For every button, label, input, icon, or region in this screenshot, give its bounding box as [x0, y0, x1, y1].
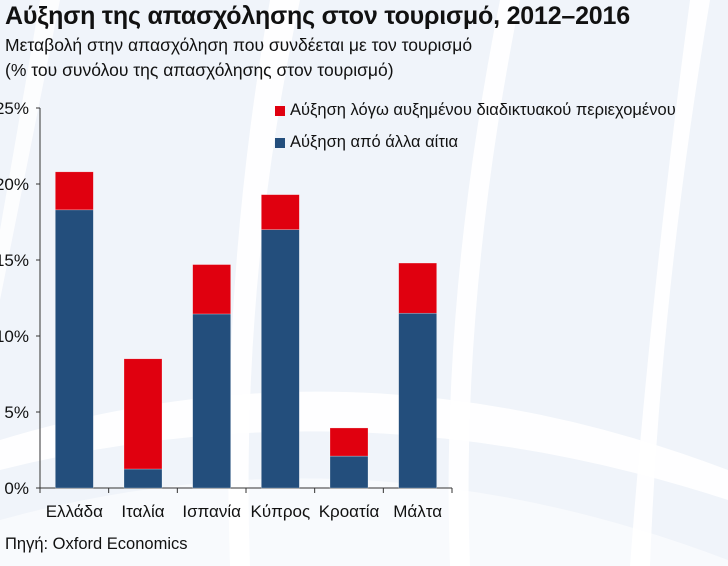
- y-tick-label: 15%: [0, 251, 29, 270]
- legend-swatch-online: [275, 105, 285, 116]
- x-tick-label: Ελλάδα: [46, 502, 103, 521]
- bar-segment-other: [123, 468, 163, 489]
- chart-title: Αύξηση της απασχόλησης στον τουρισμό, 20…: [5, 2, 630, 30]
- y-tick-label: 5%: [4, 403, 29, 422]
- x-tick-label: Κύπρος: [250, 502, 310, 521]
- x-tick-label: Μάλτα: [393, 502, 442, 521]
- bar-segment-online: [55, 171, 94, 211]
- y-tick-label: 25%: [0, 99, 29, 118]
- bar-segment-other: [55, 209, 94, 489]
- legend-label-other: Αύξηση από άλλα αίτια: [290, 133, 459, 151]
- bar-segment-online: [398, 262, 437, 314]
- bar-segment-online: [329, 427, 369, 457]
- bar-segment-other: [329, 455, 369, 489]
- bar-segment-online: [123, 358, 163, 470]
- chart-subtitle: Μεταβολή στην απασχόληση που συνδέεται μ…: [5, 35, 473, 55]
- source-note: Πηγή: Oxford Economics: [5, 535, 188, 553]
- legend-swatch-other: [275, 137, 285, 148]
- x-tick-label: Ισπανία: [182, 502, 241, 521]
- x-tick-label: Κροατία: [319, 502, 380, 521]
- bar-segment-other: [398, 312, 437, 489]
- y-tick-label: 0%: [4, 479, 29, 498]
- legend-label-online: Αύξηση λόγω αυξημένου διαδικτυακού περιε…: [290, 101, 676, 119]
- y-tick-label: 20%: [0, 175, 29, 194]
- bar-segment-online: [192, 264, 231, 315]
- chart-subtitle-units: (% του συνόλου της απασχόλησης στον τουρ…: [5, 60, 394, 80]
- bar-segment-other: [192, 313, 231, 489]
- bar-segment-online: [261, 194, 300, 230]
- legend-item-online: Αύξηση λόγω αυξημένου διαδικτυακού περιε…: [275, 101, 676, 120]
- bar-segment-other: [261, 229, 300, 489]
- legend-item-other: Αύξηση από άλλα αίτια: [275, 133, 458, 152]
- x-tick-label: Ιταλία: [121, 502, 164, 521]
- y-tick-label: 10%: [0, 327, 29, 346]
